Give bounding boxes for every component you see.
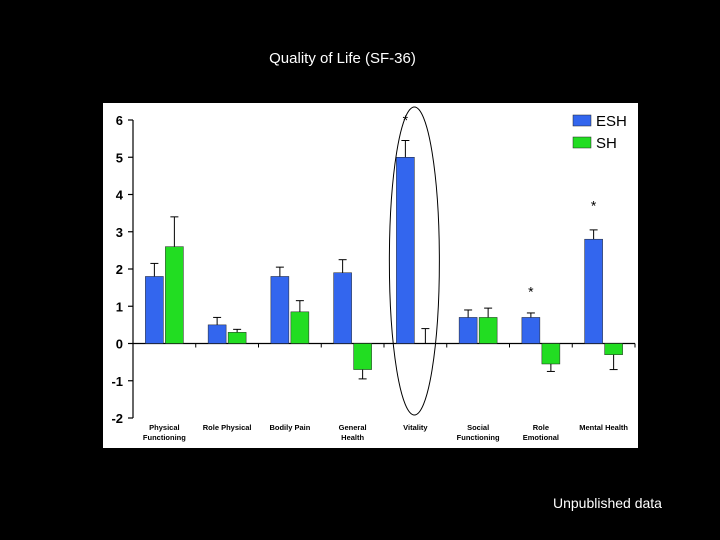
y-tick-label: 1	[116, 299, 123, 314]
x-category-label: Role Physical	[203, 423, 252, 432]
significance-marker: *	[403, 112, 409, 128]
bar-esh	[458, 317, 478, 344]
significance-marker: *	[591, 198, 597, 214]
y-tick-label: 3	[116, 225, 123, 240]
bar-esh	[207, 324, 227, 344]
x-category-label: General	[339, 423, 367, 432]
bar-sh	[290, 311, 310, 344]
x-category-label: Role	[533, 423, 549, 432]
bar-esh	[584, 238, 603, 344]
x-category-label: Functioning	[457, 433, 500, 442]
y-tick-label: 4	[116, 188, 124, 203]
significance-marker: *	[528, 283, 534, 299]
x-category-label: Physical	[149, 423, 179, 432]
y-tick-label: 6	[116, 113, 123, 128]
y-tick-label: 5	[116, 150, 123, 165]
slide-title: Quality of Life (SF-36)	[269, 50, 416, 67]
y-tick-label: -1	[111, 374, 123, 389]
bar-sh	[227, 332, 247, 344]
x-category-label: Social	[467, 423, 489, 432]
bar-esh	[521, 317, 541, 344]
x-category-label: Bodily Pain	[269, 423, 310, 432]
legend-label-esh: ESH	[596, 113, 627, 130]
bar-esh	[270, 276, 290, 344]
bar-esh	[145, 276, 164, 344]
x-category-label: Emotional	[523, 433, 559, 442]
x-category-label: Vitality	[403, 423, 428, 432]
bar-esh	[396, 157, 415, 344]
legend-label-sh: SH	[596, 135, 617, 152]
y-tick-label: 0	[116, 337, 123, 352]
legend-swatch-esh	[572, 114, 592, 127]
bar-esh	[333, 272, 352, 344]
footnote: Unpublished data	[553, 495, 662, 511]
bar-sh	[478, 317, 498, 344]
x-category-label: Health	[341, 433, 364, 442]
chart-panel: 6 5 4 3 2 1 0 -1 -2 Physical Functioning Role Physi…	[103, 103, 638, 448]
y-tick-label: -2	[111, 411, 123, 426]
y-tick-label: 2	[116, 262, 123, 277]
x-category-label: Mental Health	[579, 423, 628, 432]
bar-sh	[541, 343, 561, 365]
legend-swatch-sh	[572, 136, 592, 149]
x-category-label: Functioning	[143, 433, 186, 442]
highlight-ellipse	[388, 106, 440, 416]
bar-sh	[353, 343, 372, 370]
bar-sh	[604, 343, 623, 355]
bar-sh	[165, 246, 184, 344]
